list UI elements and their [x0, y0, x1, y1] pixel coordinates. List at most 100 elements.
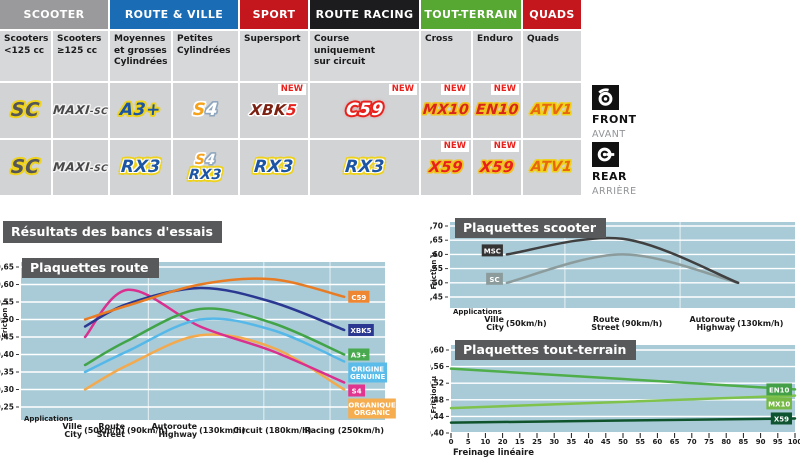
subheader-supersport: Supersport: [240, 29, 310, 83]
y-tick-label: 0,55: [0, 298, 14, 307]
product-badge-c59: C59: [344, 99, 385, 120]
x-tick-label: 25: [532, 438, 542, 446]
x-tick-label: 15: [515, 438, 525, 446]
x-axis-note: Applications: [24, 415, 73, 423]
product-badge-x59: X59: [428, 157, 464, 176]
x-tick-label: 20: [498, 438, 508, 446]
category-tout-terrain: TOUT-TERRAIN: [421, 0, 523, 29]
svg-text:X59: X59: [774, 415, 789, 423]
svg-text:Ville: Ville: [484, 315, 504, 324]
rear-axle-label: REAR ARRIÈRE: [592, 142, 664, 197]
x-axis-label: Freinage linéaire: [453, 447, 534, 458]
brake-disc-front-icon: [592, 85, 619, 110]
y-tick-label: 0,35: [0, 368, 14, 377]
category-header-row: SCOOTER ROUTE & VILLE SPORT ROUTE RACING TOU…: [0, 0, 583, 29]
x-tick-label: 55: [635, 438, 645, 446]
y-tick-label: 0,45: [0, 333, 14, 342]
front-product-cell: NEW C59: [310, 83, 421, 140]
svg-text:(130km/h): (130km/h): [199, 426, 245, 435]
svg-text:A3+: A3+: [351, 352, 367, 360]
subheader-course: Course uniquement sur circuit: [310, 29, 421, 83]
svg-text:ORIGINE: ORIGINE: [351, 366, 384, 374]
rear-product-cell: ATV1: [523, 140, 583, 197]
series-label-a3: A3+: [348, 348, 370, 361]
y-tick-label: 0,65: [430, 236, 443, 245]
y-tick-label: 0,30: [0, 385, 14, 394]
svg-text:MX10: MX10: [768, 400, 790, 408]
series-label-sc: SC: [486, 272, 503, 285]
svg-text:EN10: EN10: [769, 386, 790, 394]
rear-product-cell: RX3: [310, 140, 421, 197]
front-axle-label: FRONT AVANT: [592, 85, 664, 140]
route-chart: 0,65 0,60 0,55 0,50 0,45 0,40 0,35 0,30 0,25 Fric…: [0, 248, 400, 459]
product-badge-x59: X59: [479, 157, 515, 176]
front-product-cell: S4: [173, 83, 240, 140]
new-badge: NEW: [388, 84, 417, 95]
rear-product-cell: RX3: [240, 140, 310, 197]
y-tick-label: 0,45: [430, 293, 443, 302]
series-label-c59: C59: [348, 290, 370, 303]
front-product-cell: ATV1: [523, 83, 583, 140]
svg-text:GENUINE: GENUINE: [350, 373, 386, 381]
front-label: FRONT: [592, 113, 637, 126]
product-badge-s4: S4: [194, 151, 217, 168]
rear-product-cell: S4 RX3: [173, 140, 240, 197]
svg-text:Highway: Highway: [696, 323, 735, 332]
svg-text:City: City: [486, 323, 504, 332]
series-label-xbk5: XBK5: [348, 324, 374, 336]
x-tick-label: 10: [481, 438, 491, 446]
brake-disc-rear-icon: [592, 142, 619, 167]
series-line-en10: [449, 367, 797, 391]
svg-text:Autoroute: Autoroute: [151, 422, 197, 431]
rear-product-cell: MAXI-SC: [52, 140, 110, 197]
rear-product-cell: NEW X59: [421, 140, 473, 197]
rear-product-cell: NEW X59: [473, 140, 523, 197]
series-line-s4: [83, 288, 346, 384]
x-category-circuit: Circuit (180km/h): [233, 426, 312, 435]
svg-text:(50km/h): (50km/h): [506, 319, 547, 328]
x-tick-label: 90: [756, 438, 766, 446]
svg-text:SC: SC: [489, 276, 499, 284]
svg-text:Street: Street: [97, 430, 125, 439]
route-chart-canvas: 0,65 0,60 0,55 0,50 0,45 0,40 0,35 0,30 0,25 Fric…: [0, 262, 396, 439]
subheader-scooters: Scooters ≥125 cc: [53, 29, 110, 83]
series-label-en10: EN10: [766, 383, 792, 396]
product-badge-sc: SC: [10, 98, 41, 121]
svg-text:City: City: [64, 430, 82, 439]
series-label-msc: MSC: [481, 244, 503, 257]
results-title: Résultats des bancs d'essais: [3, 221, 222, 243]
new-badge: NEW: [440, 141, 469, 152]
svg-text:Highway: Highway: [158, 430, 197, 439]
category-sport: SPORT: [240, 0, 310, 29]
subheader-cross: Cross: [421, 29, 473, 83]
y-tick-label: 0,60: [0, 280, 14, 289]
subcategory-row: Scooters <125 cc Scooters ≥125 cc Moyennes…: [0, 29, 583, 83]
y-tick-label: 0,60: [430, 250, 443, 259]
series-label-s4: S4: [348, 384, 366, 397]
front-product-cell: NEW MX10: [421, 83, 473, 140]
y-tick-label: 0,70: [430, 222, 443, 231]
y-tick-label: 0,60: [430, 346, 444, 355]
svg-text:Autoroute: Autoroute: [689, 315, 735, 324]
x-category-racing: Racing (250km/h): [304, 426, 384, 435]
product-badge-s4: S4: [192, 99, 220, 120]
y-axis-label: Friction µ: [1, 300, 9, 337]
svg-text:XBK5: XBK5: [351, 327, 372, 335]
x-tick-label: 0: [449, 438, 454, 446]
svg-text:S4: S4: [352, 388, 362, 396]
svg-text:ORGANIQUE: ORGANIQUE: [348, 402, 396, 410]
offroad-chart-title: Plaquettes tout-terrain: [455, 340, 637, 360]
series-line-a3: [83, 307, 346, 367]
series-label-x59: X59: [770, 412, 792, 425]
category-scooter: SCOOTER: [0, 0, 110, 29]
subheader-scooters: Scooters <125 cc: [0, 29, 53, 83]
subheader-moyennes: Moyennes et grosses Cylindrées: [110, 29, 173, 83]
x-tick-label: 100: [788, 438, 800, 446]
series-line-msc: [505, 236, 740, 285]
